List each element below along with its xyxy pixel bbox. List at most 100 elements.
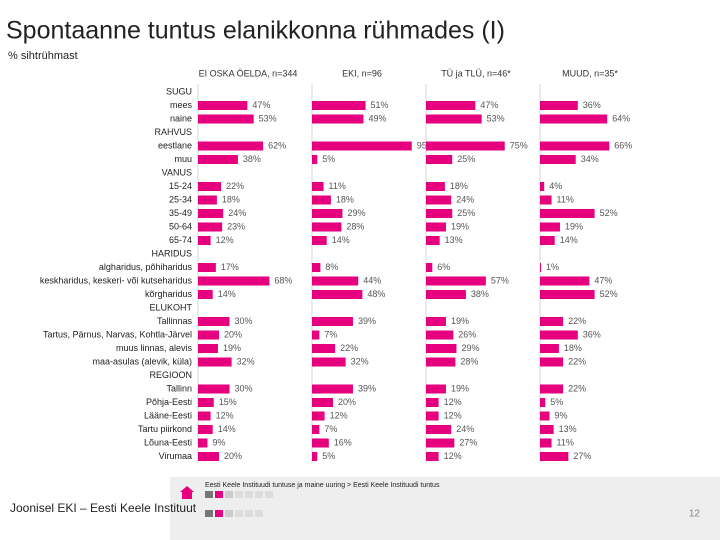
bar xyxy=(312,276,359,286)
panel-header: EKI, n=96 xyxy=(342,68,382,78)
bar xyxy=(198,330,219,340)
bar xyxy=(312,263,321,272)
value-label: 9% xyxy=(212,437,225,447)
category-label: 65-74 xyxy=(169,235,192,245)
value-label: 8% xyxy=(325,262,338,272)
bar xyxy=(426,384,446,394)
bar xyxy=(540,411,550,421)
bar xyxy=(540,141,610,151)
bar xyxy=(426,438,455,448)
bar xyxy=(426,411,439,421)
bar xyxy=(312,222,342,232)
category-label: kõrgharidus xyxy=(145,289,193,299)
value-label: 47% xyxy=(480,100,498,110)
value-label: 36% xyxy=(583,100,601,110)
bar xyxy=(540,384,564,394)
value-label: 11% xyxy=(329,181,346,191)
value-label: 15% xyxy=(219,397,237,407)
category-label: REGIOON xyxy=(149,370,192,380)
value-label: 57% xyxy=(491,275,509,285)
bar xyxy=(540,182,545,191)
page-number: 12 xyxy=(689,509,701,520)
bar xyxy=(198,209,224,218)
value-label: 66% xyxy=(614,140,632,150)
category-label: VANUS xyxy=(162,167,192,177)
value-label: 27% xyxy=(573,451,591,461)
value-label: 52% xyxy=(600,289,618,299)
value-label: 28% xyxy=(346,221,364,231)
value-label: 23% xyxy=(227,221,245,231)
bar xyxy=(426,141,505,151)
value-label: 13% xyxy=(445,235,463,245)
value-label: 49% xyxy=(368,113,386,123)
value-label: 18% xyxy=(336,194,354,204)
bar xyxy=(198,344,218,353)
value-label: 32% xyxy=(237,356,255,366)
bar xyxy=(540,425,554,434)
source: Eesti Keele Instituudi tuntuse ja maine … xyxy=(205,482,440,489)
value-label: 30% xyxy=(235,316,253,326)
bar xyxy=(198,182,222,191)
bar xyxy=(198,195,217,205)
value-label: 12% xyxy=(216,235,234,245)
value-label: 11% xyxy=(557,194,574,204)
category-label: 25-34 xyxy=(169,194,192,204)
value-label: 28% xyxy=(460,356,478,366)
value-label: 16% xyxy=(334,437,352,447)
bar xyxy=(426,263,433,272)
bar xyxy=(312,330,320,340)
footer-band xyxy=(170,477,720,540)
bar xyxy=(426,290,466,299)
value-label: 12% xyxy=(330,410,348,420)
category-label: Tallinn xyxy=(166,383,192,393)
bar xyxy=(198,222,223,232)
value-label: 5% xyxy=(322,154,335,164)
bar xyxy=(312,141,412,151)
category-label: Lõuna-Eesti xyxy=(144,437,192,447)
value-label: 7% xyxy=(324,424,337,434)
category-label: muu xyxy=(174,154,192,164)
value-label: 1% xyxy=(546,262,559,272)
bar xyxy=(540,317,564,326)
value-label: 12% xyxy=(444,410,462,420)
bar xyxy=(312,452,318,461)
category-label: HARIDUS xyxy=(151,248,192,258)
category-label: maa-asulas (alevik, küla) xyxy=(92,356,192,366)
bar xyxy=(198,398,214,407)
bar xyxy=(312,290,363,299)
bar xyxy=(426,357,456,367)
bar xyxy=(312,195,331,205)
value-label: 12% xyxy=(444,397,462,407)
bar xyxy=(540,438,552,448)
value-label: 29% xyxy=(347,208,365,218)
value-label: 38% xyxy=(243,154,261,164)
value-label: 20% xyxy=(338,397,356,407)
bar xyxy=(540,398,546,407)
value-label: 20% xyxy=(224,329,242,339)
bar xyxy=(312,344,336,353)
bar xyxy=(312,101,366,110)
bar xyxy=(312,155,318,164)
bar xyxy=(312,425,320,434)
category-label: keskharidus, keskeri- või kutseharidus xyxy=(40,275,193,285)
category-label: Tartus, Pärnus, Narvas, Kohtla-Järvel xyxy=(43,329,192,339)
value-label: 20% xyxy=(224,451,242,461)
value-label: 17% xyxy=(221,262,239,272)
bar xyxy=(312,209,343,218)
value-label: 5% xyxy=(550,397,563,407)
bar xyxy=(426,195,452,205)
bar xyxy=(198,452,219,461)
value-label: 51% xyxy=(371,100,389,110)
value-label: 13% xyxy=(559,424,577,434)
value-label: 12% xyxy=(444,451,462,461)
value-label: 26% xyxy=(458,329,476,339)
category-label: mees xyxy=(170,100,193,110)
bar xyxy=(312,438,329,448)
bar xyxy=(198,114,254,124)
value-label: 4% xyxy=(549,181,562,191)
bar xyxy=(198,290,213,299)
category-label: RAHVUS xyxy=(154,127,192,137)
value-label: 53% xyxy=(487,113,505,123)
category-label: Lääne-Eesti xyxy=(144,410,192,420)
value-label: 24% xyxy=(456,424,474,434)
